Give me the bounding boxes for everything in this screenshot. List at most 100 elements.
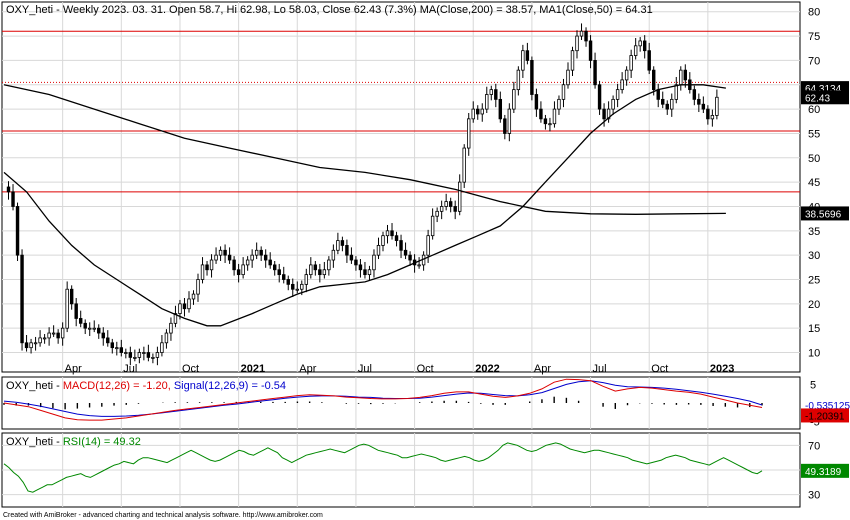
candle-body: [439, 206, 444, 212]
candle-body: [295, 288, 299, 291]
candle-body: [408, 254, 412, 261]
candle-body: [670, 98, 674, 110]
candle-body: [241, 264, 245, 276]
price-panel-frame: [1, 1, 801, 373]
price-y-tick: 75: [808, 31, 820, 43]
macd-value-tag: -1.20391: [805, 411, 845, 422]
x-tick-label: Jul: [123, 363, 137, 375]
candle-body: [715, 96, 719, 116]
candle-body: [530, 60, 534, 95]
x-tick-label: 2022: [475, 363, 499, 375]
candle-body: [209, 259, 214, 271]
candle-body: [471, 108, 475, 120]
candle-body: [692, 89, 697, 100]
candle-body: [263, 254, 268, 261]
candle-body: [69, 288, 74, 305]
candle-body: [336, 240, 340, 251]
x-tick-label: 2021: [241, 363, 265, 375]
candle-body: [227, 254, 232, 261]
candle-body: [435, 210, 439, 217]
candle-body: [503, 118, 507, 134]
signal-line: [3, 380, 763, 417]
candle-body: [38, 337, 42, 344]
candle-body: [218, 249, 223, 256]
candle-body: [507, 108, 512, 134]
candle-body: [259, 249, 263, 256]
candle-body: [584, 30, 588, 42]
candle-body: [394, 235, 399, 241]
candle-body: [101, 332, 105, 339]
candle-body: [300, 283, 304, 290]
candle-body: [642, 40, 647, 52]
candle-body: [110, 342, 114, 349]
candle-body: [78, 318, 83, 324]
candle-body: [232, 259, 236, 271]
candle-body: [358, 264, 363, 271]
candle-body: [74, 303, 78, 319]
candle-body: [652, 69, 656, 91]
candle-body: [24, 342, 29, 349]
candle-body: [561, 84, 566, 100]
candle-body: [254, 249, 259, 256]
rsi-y-tick: 30: [808, 490, 820, 502]
candle-body: [467, 118, 471, 149]
candle-body: [661, 98, 665, 105]
candle-body: [178, 303, 182, 314]
candle-body: [56, 332, 60, 339]
candle-body: [620, 79, 624, 91]
candle-body: [142, 352, 146, 354]
candle-body: [403, 249, 408, 256]
candle-body: [124, 352, 128, 354]
candle-body: [173, 313, 178, 324]
price-y-tick: 20: [808, 299, 820, 311]
candle-body: [588, 40, 593, 61]
candle-body: [182, 303, 187, 310]
x-tick-label: Oct: [417, 363, 434, 375]
candle-body: [137, 352, 142, 358]
candle-body: [390, 230, 394, 237]
y-axis-labels: 1015202530354045505560657075805-5705030: [808, 7, 820, 502]
candle-body: [566, 69, 570, 86]
candle-body: [597, 84, 602, 110]
ma200-value-tag: 38.5696: [805, 209, 842, 220]
candle-body: [494, 89, 498, 100]
candle-body: [169, 322, 173, 334]
candle-body: [191, 293, 196, 300]
candle-body: [97, 327, 101, 334]
candle-body: [417, 264, 421, 267]
candle-body: [363, 269, 367, 276]
candle-body: [647, 50, 651, 71]
candle-body: [710, 115, 715, 120]
price-y-tick: 70: [808, 55, 820, 67]
candle-body: [701, 103, 706, 110]
price-y-tick: 45: [808, 177, 820, 189]
candle-body: [385, 230, 390, 237]
price-y-tick: 30: [808, 250, 820, 262]
candle-body: [15, 206, 20, 256]
candle-body: [539, 108, 543, 120]
x-axis-labels: Apr Jul Oct 2021 Apr Jul Oct 2022 Apr Jul Oct 2023: [65, 363, 735, 375]
price-y-tick: 10: [808, 348, 820, 360]
moving-averages: [3, 84, 726, 327]
candle-body: [480, 108, 484, 115]
candle-body: [593, 60, 597, 86]
macd-series: [3, 378, 763, 421]
candle-body: [119, 347, 124, 353]
candle-body: [611, 98, 615, 110]
price-y-tick: 55: [808, 128, 820, 140]
candle-body: [457, 181, 462, 212]
candle-body: [146, 352, 151, 358]
candle-body: [638, 40, 642, 47]
candle-body: [250, 254, 254, 261]
x-tick-label: Jul: [358, 363, 372, 375]
candle-body: [133, 356, 137, 359]
candle-body: [512, 89, 516, 110]
support-resistance-lines: [2, 30, 800, 193]
ma-200-line: [3, 84, 726, 215]
candle-body: [426, 235, 430, 256]
rsi-panel-title: OXY_heti - RSI(14) = 49.32: [6, 436, 141, 448]
candle-body: [42, 337, 47, 340]
rsi-value-tag: 49.3189: [805, 467, 842, 478]
price-panel-title: OXY_heti - Weekly 2023. 03. 31. Open 58.…: [6, 4, 653, 16]
candle-body: [399, 240, 403, 251]
